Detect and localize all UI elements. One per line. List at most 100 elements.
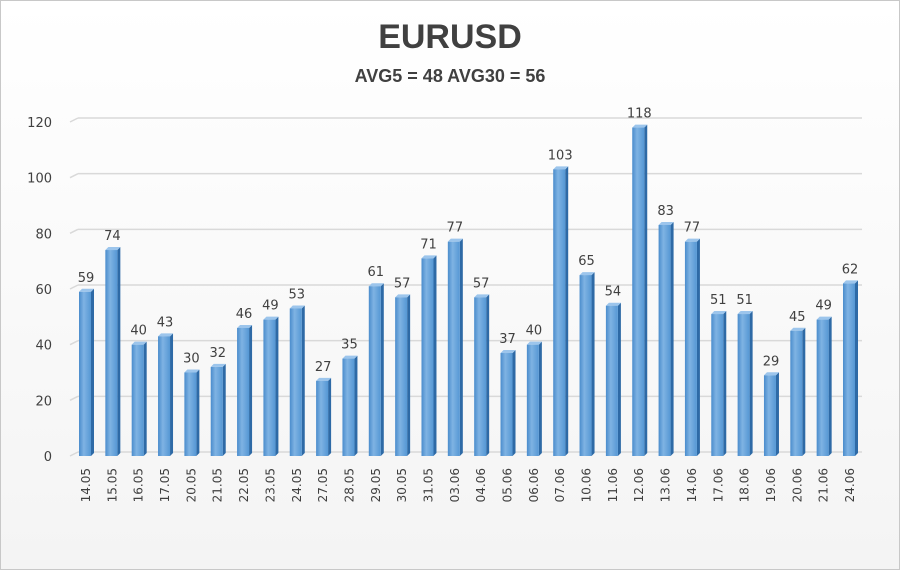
bar	[395, 297, 408, 456]
bar-top	[474, 294, 490, 298]
bar-top	[684, 238, 700, 242]
bar	[131, 344, 144, 456]
bar-top	[316, 377, 332, 381]
x-tick-label: 24.05	[290, 468, 304, 502]
bar	[237, 327, 250, 456]
bar-top	[605, 302, 621, 306]
gridline-depth	[69, 339, 79, 346]
data-label: 51	[736, 293, 753, 308]
bar	[843, 283, 855, 456]
bar-side	[328, 377, 332, 456]
y-tick-label: 40	[35, 339, 52, 354]
bar	[447, 241, 460, 456]
x-tick-label: 28.05	[342, 468, 356, 502]
y-tick-label: 60	[35, 283, 52, 298]
bar-side	[670, 221, 674, 456]
x-tick-label: 31.05	[421, 468, 435, 502]
data-label: 53	[288, 287, 305, 302]
data-label: 37	[499, 332, 516, 347]
y-tick-label: 120	[27, 116, 52, 131]
bar	[684, 241, 697, 456]
chart-subtitle: AVG5 = 48 AVG30 = 56	[354, 66, 546, 86]
bar-top	[500, 350, 516, 354]
gridline-depth	[69, 451, 79, 457]
x-tick-label: 05.06	[501, 468, 515, 502]
bar-top	[632, 124, 648, 128]
x-tick-label: 23.05	[263, 468, 277, 502]
bar	[553, 169, 566, 457]
x-tick-label: 07.06	[553, 468, 567, 502]
bar	[632, 127, 645, 457]
bar-side	[512, 350, 516, 456]
bar-top	[210, 363, 226, 367]
gridline-depth	[69, 228, 79, 235]
x-tick-label: 20.06	[790, 468, 804, 502]
gridline-depth	[69, 284, 79, 290]
bar	[711, 314, 724, 456]
bar	[658, 224, 671, 456]
x-tick-label: 30.05	[395, 468, 409, 502]
bar-side	[196, 369, 200, 456]
bar-side	[749, 311, 753, 456]
y-tick-label: 20	[35, 394, 52, 409]
x-tick-label: 12.06	[632, 468, 646, 502]
bar-side	[775, 372, 779, 456]
y-tick-label: 0	[44, 450, 52, 465]
bar-top	[790, 327, 806, 331]
x-tick-label: 06.06	[527, 468, 541, 502]
bar	[342, 358, 355, 456]
data-label: 49	[815, 299, 832, 314]
x-tick-label: 14.05	[79, 468, 93, 502]
bar-side	[696, 238, 700, 456]
x-tick-label: 18.06	[738, 468, 752, 502]
bar-top	[237, 324, 253, 328]
bar-top	[737, 311, 753, 315]
bar	[816, 319, 829, 456]
bar-top	[658, 221, 674, 225]
bar-side	[249, 324, 253, 456]
x-tick-label: 10.06	[580, 468, 594, 502]
x-tick-label: 17.06	[711, 468, 725, 502]
y-tick-label: 80	[35, 227, 52, 242]
x-tick-label: 22.05	[237, 468, 251, 502]
bar-top	[342, 355, 358, 359]
bar-side	[828, 316, 832, 456]
bar-top	[131, 341, 147, 345]
bar	[105, 250, 118, 456]
data-label: 62	[842, 262, 859, 277]
bar-top	[816, 316, 832, 320]
data-label: 45	[789, 310, 806, 325]
bar-side	[538, 341, 542, 456]
x-tick-label: 16.05	[132, 468, 146, 502]
bar-side	[644, 124, 648, 457]
y-tick-label: 100	[27, 172, 52, 187]
data-label: 40	[130, 324, 147, 339]
bar-top	[421, 255, 437, 259]
data-label: 35	[341, 338, 358, 353]
data-label: 49	[262, 299, 279, 314]
data-label: 40	[526, 324, 543, 339]
bar-top	[553, 166, 569, 170]
bar-side	[170, 333, 174, 456]
data-label: 57	[473, 276, 490, 291]
data-label: 57	[394, 276, 411, 291]
bar-side	[380, 283, 384, 456]
bar-top	[184, 369, 200, 373]
bar-side	[275, 316, 279, 456]
bar-side	[459, 238, 463, 456]
data-label: 65	[578, 254, 595, 269]
bar	[210, 366, 223, 456]
x-tick-label: 03.06	[448, 468, 462, 502]
bar-top	[763, 372, 779, 376]
bar	[474, 297, 487, 456]
bar	[790, 330, 803, 456]
x-tick-label: 20.05	[184, 468, 198, 502]
bar-side	[565, 166, 569, 457]
data-label: 83	[657, 204, 674, 219]
bar-top	[105, 247, 121, 251]
bar	[368, 286, 381, 456]
bar	[184, 372, 197, 456]
bar	[421, 258, 434, 456]
data-label: 43	[157, 315, 174, 330]
